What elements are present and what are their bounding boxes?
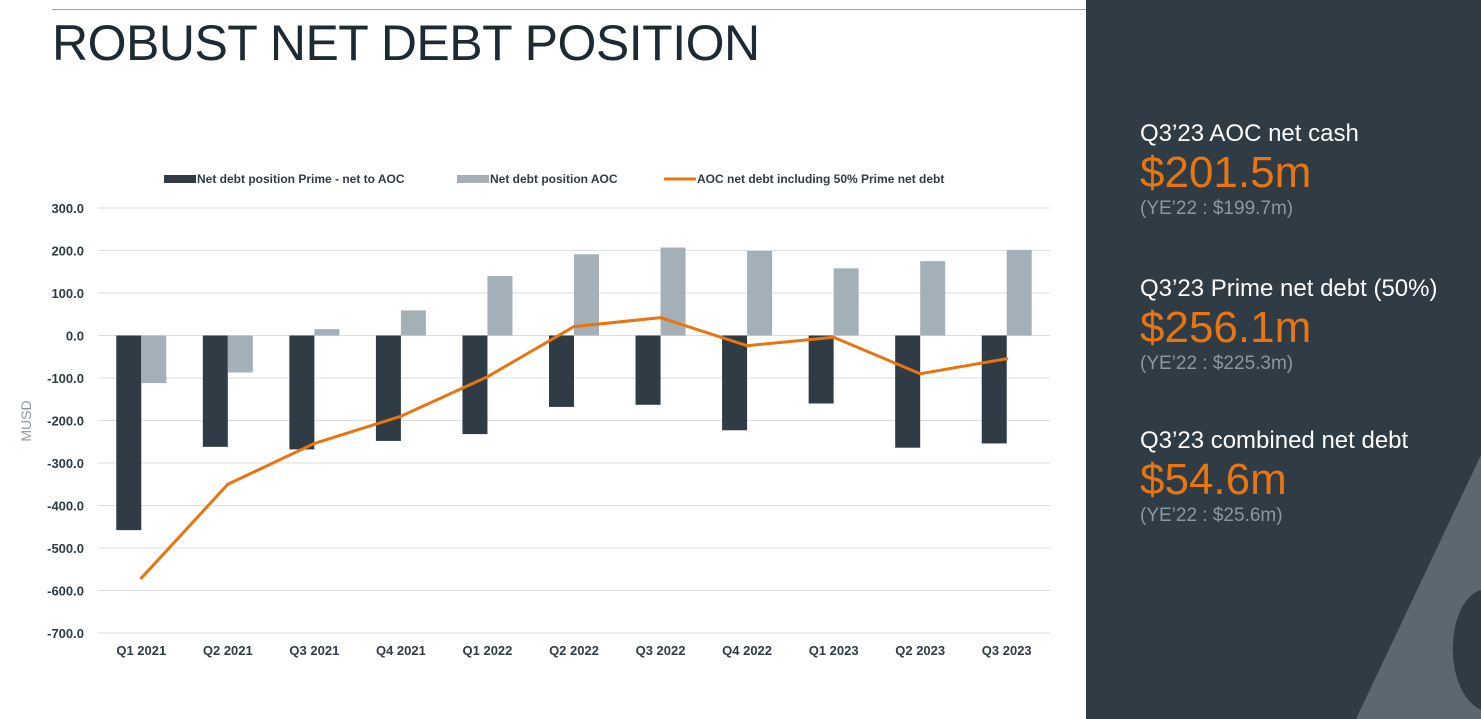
net-debt-chart: 300.0 200.0 100.0 0.0 -100.0 -200.0 -300.0 -400… [18,172,1050,658]
bar-aoc [487,276,513,336]
metric-previous: (YE’22 : $225.3m) [1140,353,1294,374]
y-axis-label: MUSD [18,400,34,441]
bar-aoc [747,250,773,336]
x-tick-label: Q1 2022 [463,643,513,658]
x-tick-label: Q1 2023 [809,643,859,658]
line-point [745,344,749,348]
bar-aoc [314,329,340,336]
metric-value: $256.1m [1140,303,1312,352]
metric-label: Q3’23 AOC net cash [1140,120,1359,147]
y-tick-label: -600.0 [47,584,84,599]
bar-aoc [920,261,946,336]
line-point [572,325,576,329]
line-point [659,316,663,320]
legend: Net debt position Prime - net to AOC Net … [164,172,944,186]
metric-label: Q3’23 combined net debt [1140,427,1409,454]
x-tick-label: Q3 2023 [982,643,1032,658]
y-tick-label: -700.0 [47,626,84,641]
metric-label: Q3’23 Prime net debt (50%) [1140,275,1438,302]
y-tick-label: -100.0 [47,371,84,386]
x-tick-label: Q4 2021 [376,643,426,658]
x-tick-label: Q2 2023 [895,643,945,658]
metric-prime-net-debt: Q3’23 Prime net debt (50%) $256.1m (YE’2… [1140,275,1437,375]
line-point [918,372,922,376]
y-tick-label: -500.0 [47,541,84,556]
bar-prime [895,335,921,448]
line-point [226,482,230,486]
y-tick-label: -200.0 [47,414,84,429]
bar-prime [808,335,834,404]
x-tick-label: Q2 2021 [203,643,253,658]
bar-aoc [1006,249,1032,336]
metric-previous: (YE’22 : $25.6m) [1140,505,1283,526]
x-tick-label: Q2 2022 [549,643,599,658]
line-point [399,414,403,418]
bar-prime [289,335,315,450]
header-rule [52,9,1086,10]
bar-prime [116,335,142,531]
line-series [139,316,1009,580]
line-point [1005,357,1009,361]
key-metrics-panel: Q3’23 AOC net cash $201.5m (YE’22 : $199… [1086,0,1481,719]
bar-prime [722,335,748,431]
line-point [312,441,316,445]
line-point [139,576,143,580]
y-tick-label: -400.0 [47,499,84,514]
legend-label: Net debt position Prime - net to AOC [197,172,405,186]
bar-prime [375,335,401,441]
bar-aoc [400,310,426,336]
line-point [485,375,489,379]
y-tick-label: 300.0 [51,201,84,216]
line-point [832,335,836,339]
x-tick-label: Q1 2021 [116,643,166,658]
bar-prime [202,335,228,447]
legend-label: AOC net debt including 50% Prime net deb… [697,172,944,186]
y-tick-label: -300.0 [47,456,84,471]
bar-prime [635,335,661,405]
metric-aoc-net-cash: Q3’23 AOC net cash $201.5m (YE’22 : $199… [1140,120,1359,220]
bars [116,247,1032,531]
metric-value: $54.6m [1140,455,1287,504]
page-title: ROBUST NET DEBT POSITION [52,15,760,71]
legend-swatch [164,175,196,183]
legend-label: Net debt position AOC [490,172,618,186]
metric-value: $201.5m [1140,148,1312,197]
x-tick-label: Q3 2021 [289,643,339,658]
y-tick-label: 0.0 [66,329,84,344]
metric-combined-net-debt: Q3’23 combined net debt $54.6m (YE’22 : … [1140,427,1408,527]
legend-swatch [457,175,489,183]
y-tick-label: 100.0 [51,286,84,301]
x-axis-ticks: Q1 2021 Q2 2021 Q3 2021 Q4 2021 Q1 2022 Q2 20… [116,643,1031,658]
x-tick-label: Q3 2022 [636,643,686,658]
y-tick-label: 200.0 [51,244,84,259]
bar-aoc [227,335,253,373]
bar-prime [549,335,574,407]
y-axis-ticks: 300.0 200.0 100.0 0.0 -100.0 -200.0 -300.0 -400… [47,201,84,641]
x-tick-label: Q4 2022 [722,643,772,658]
bar-aoc [141,335,167,384]
bar-prime [981,335,1007,444]
bar-aoc [833,268,859,336]
bar-aoc [574,254,599,336]
metric-previous: (YE’22 : $199.7m) [1140,198,1294,219]
panel-decoration [1356,455,1481,719]
